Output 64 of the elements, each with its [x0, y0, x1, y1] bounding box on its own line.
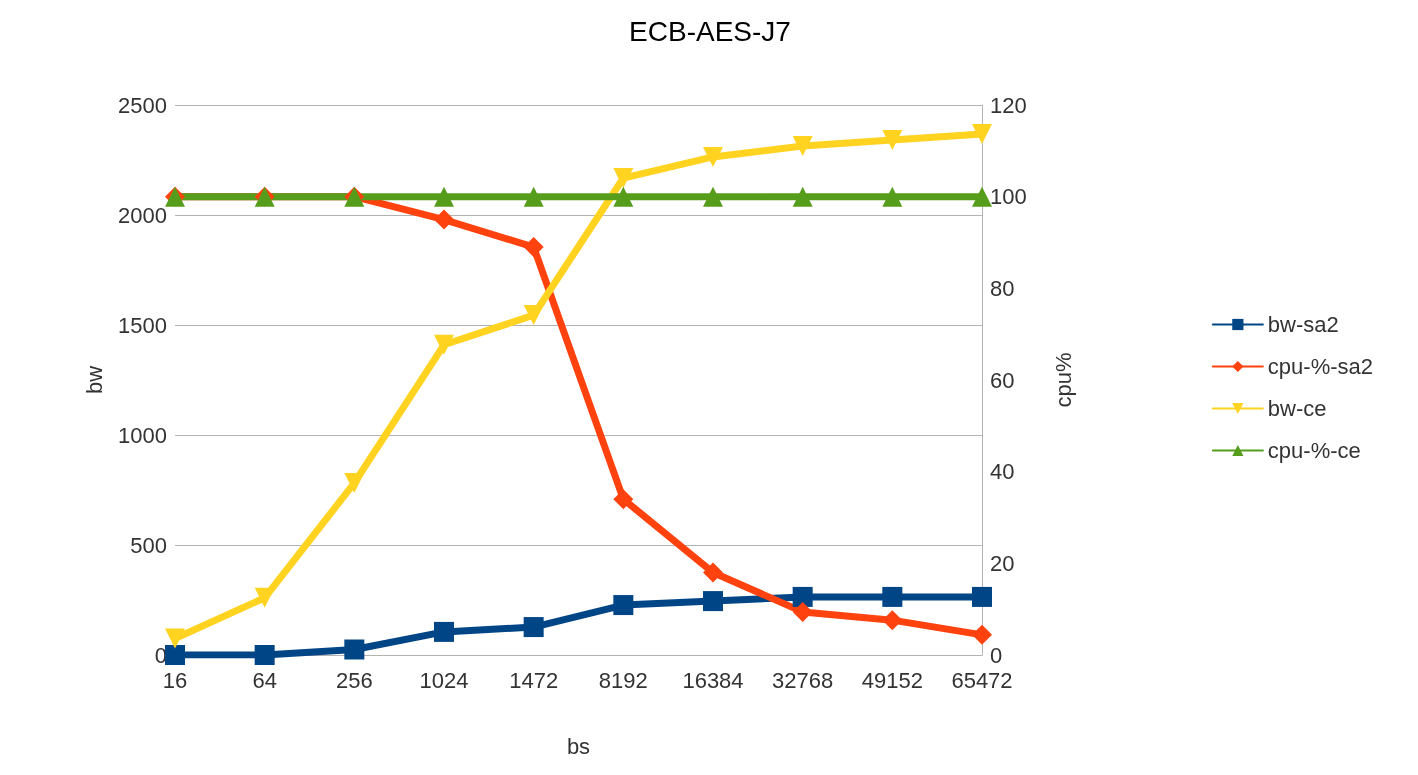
y-tick-label: 500 [130, 532, 167, 558]
point [882, 610, 903, 631]
point [792, 601, 813, 622]
point [613, 168, 634, 189]
point [254, 587, 275, 608]
point [972, 186, 992, 207]
point [882, 129, 903, 150]
legend-label: cpu-%-ce [1267, 438, 1361, 463]
y2-tick-label: 100 [990, 184, 1027, 210]
point [434, 209, 454, 230]
x-tick-label: 8192 [598, 667, 648, 693]
y2-tick-label: 60 [990, 367, 1015, 393]
point [523, 617, 544, 638]
point [703, 186, 723, 207]
x-tick-label: 16 [162, 667, 188, 693]
point [972, 124, 992, 145]
chart-title: ECB-AES-J7 [629, 15, 791, 47]
point [613, 489, 634, 510]
point [434, 334, 454, 355]
x-tick-label: 1024 [419, 667, 469, 693]
y-tick-label: 1000 [118, 422, 167, 448]
legend-label: bw-ce [1267, 396, 1327, 421]
point [703, 562, 723, 583]
point [165, 645, 185, 665]
y2-tick-label: 0 [990, 642, 1003, 668]
x-tick-label: 65472 [951, 667, 1013, 693]
point [165, 628, 185, 649]
x-tick-label: 16384 [682, 667, 744, 693]
y2-tick-label: 120 [990, 92, 1027, 118]
point [344, 472, 365, 493]
y2-tick-label: 20 [990, 550, 1015, 576]
y-axis-title: bw [81, 365, 107, 395]
point [972, 624, 992, 645]
point [882, 586, 903, 607]
y2-axis-title: cpu% [1050, 352, 1076, 408]
point [792, 135, 813, 156]
legend-label: bw-sa2 [1267, 312, 1339, 337]
x-tick-label: 49152 [861, 667, 923, 693]
point [703, 146, 723, 167]
x-tick-label: 32768 [772, 667, 834, 693]
point [434, 621, 454, 642]
point [792, 186, 813, 207]
point [434, 186, 454, 207]
y2-tick-label: 40 [990, 459, 1015, 485]
x-tick-label: 256 [335, 667, 373, 693]
x-axis-title: bs [566, 733, 591, 759]
point [523, 237, 544, 258]
point [613, 186, 634, 207]
point [254, 645, 275, 665]
y-tick-label: 2500 [118, 92, 167, 118]
point [523, 305, 544, 326]
legend-label: cpu-%-sa2 [1267, 354, 1373, 379]
point [792, 586, 813, 607]
point [344, 639, 365, 660]
y2-tick-label: 80 [990, 275, 1015, 301]
x-tick-label: 1472 [509, 667, 559, 693]
point [523, 186, 544, 207]
point [613, 595, 634, 616]
y-tick-label: 1500 [118, 312, 167, 338]
point [882, 186, 903, 207]
x-tick-label: 64 [252, 667, 277, 693]
point [703, 591, 723, 612]
point [972, 586, 992, 607]
y-tick-label: 2000 [118, 202, 167, 228]
